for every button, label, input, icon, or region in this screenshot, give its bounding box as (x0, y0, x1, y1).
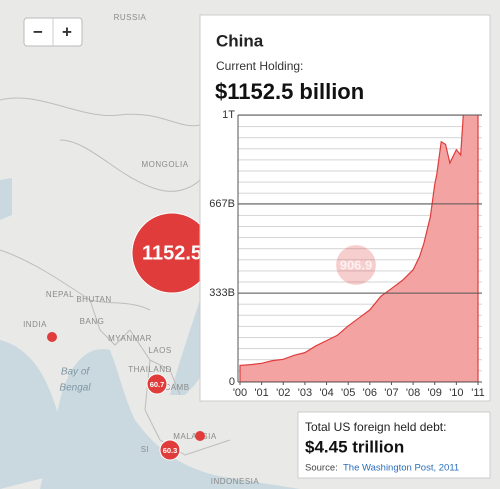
x-tick-label: '04 (319, 387, 333, 399)
x-tick-label: '08 (406, 387, 420, 399)
map-label: NEPAL (46, 290, 74, 299)
map-label: MONGOLIA (141, 160, 188, 169)
sea (0, 178, 12, 220)
bubble (146, 373, 168, 395)
popup: China Current Holding: $1152.5 billion 0… (199, 14, 491, 402)
map-label: BANG (80, 317, 105, 326)
footer-amount: $4.45 trillion (305, 437, 404, 456)
y-tick-label: 667B (209, 198, 235, 210)
zoom-in-label[interactable]: + (62, 22, 72, 41)
footer-label: Total US foreign held debt: (305, 420, 446, 434)
map-label: LAOS (148, 346, 171, 355)
y-tick-label: 1T (222, 109, 235, 121)
y-tick-label: 0 (229, 376, 235, 388)
popup-amount: $1152.5 billion (215, 79, 364, 104)
y-tick-label: 333B (209, 287, 235, 299)
map-label: INDIA (23, 320, 47, 329)
map-label: MYANMAR (108, 334, 152, 343)
map-label: Bay of (61, 367, 91, 378)
map-label: THAILAND (128, 365, 172, 374)
popup-subtitle: Current Holding: (216, 59, 303, 73)
sea (170, 300, 205, 395)
footer: Total US foreign held debt: $4.45 trilli… (297, 411, 491, 479)
x-tick-label: '10 (449, 387, 463, 399)
x-tick-label: '03 (298, 387, 312, 399)
map-label: Bengal (59, 383, 91, 394)
x-tick-label: '06 (363, 387, 377, 399)
x-tick-label: '07 (384, 387, 398, 399)
dot (195, 431, 205, 441)
popup-title: China (216, 31, 264, 50)
bubble (159, 439, 181, 461)
sea (40, 349, 300, 489)
bubble-label: 1152.5 (142, 242, 202, 264)
dot (47, 332, 57, 342)
map-label: MALAYSIA (173, 432, 217, 441)
x-tick-label: '02 (276, 387, 290, 399)
map-label: SI (141, 445, 150, 454)
map-label: BHUTAN (76, 295, 111, 304)
bubble (335, 244, 377, 286)
x-tick-label: '09 (428, 387, 442, 399)
x-tick-label: '00 (233, 387, 247, 399)
bubble-label: 60.7 (150, 380, 165, 389)
x-tick-label: '05 (341, 387, 355, 399)
x-tick-label: '11 (471, 387, 485, 399)
zoom-control: − + (23, 17, 83, 47)
footer-box (297, 411, 491, 479)
area (239, 115, 479, 382)
zoom-out-label[interactable]: − (33, 22, 43, 41)
bubble-label: 60.3 (163, 446, 178, 455)
source-link[interactable]: The Washington Post, 2011 (343, 463, 459, 474)
x-tick-label: '01 (254, 387, 268, 399)
map-label: RUSSIA (114, 13, 147, 22)
map-label: CAMB (164, 383, 189, 392)
bubble-label: 906.9 (340, 257, 373, 272)
source-label: Source: (305, 463, 338, 474)
map-label: INDONESIA (211, 477, 260, 486)
